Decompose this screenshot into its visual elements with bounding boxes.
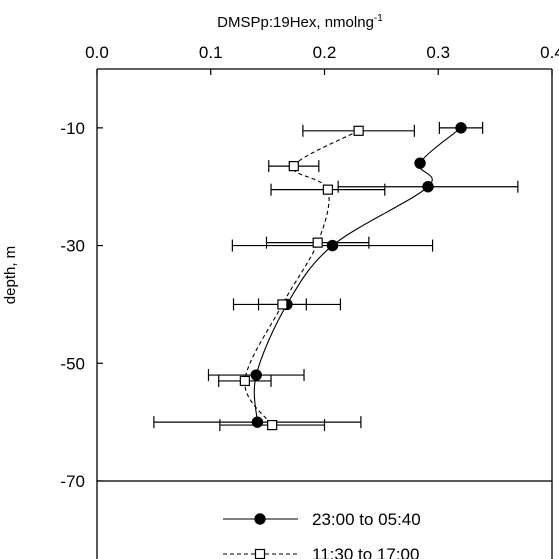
y-tick-label: -10 (60, 119, 85, 138)
x-tick-label: 0.3 (426, 43, 450, 62)
data-point (312, 237, 323, 248)
data-point (277, 299, 288, 310)
y-tick-label: -70 (60, 472, 85, 491)
legend: 23:00 to 05:40 11:30 to 17:00 (96, 480, 553, 559)
legend-marker (254, 548, 266, 559)
x-axis: 0.0 0.1 0.2 0.3 0.4 DMSPp:19Hex, nmolng-1 (85, 13, 559, 75)
data-point (326, 239, 339, 252)
data-point (239, 375, 250, 387)
data-point (288, 161, 299, 172)
legend-label: 11:30 to 17:00 (312, 545, 419, 559)
x-tick-label: 0.4 (540, 43, 559, 62)
x-tick-label: 0.0 (85, 43, 109, 62)
x-tick-label: 0.2 (313, 43, 337, 62)
data-point (322, 184, 334, 195)
y-tick-label: -30 (60, 237, 85, 256)
data-point (250, 369, 262, 381)
data-point (414, 157, 426, 169)
x-axis-title: DMSPp:19Hex, nmolng-1 (217, 13, 383, 31)
y-tick-label: -50 (60, 354, 85, 373)
x-axis-title-main: DMSPp:19Hex, nmolng (217, 14, 374, 31)
series-2 (218, 124, 415, 432)
series-group (153, 121, 519, 432)
x-tick-label: 0.1 (199, 43, 223, 62)
data-point (422, 181, 434, 193)
data-point (353, 125, 364, 136)
legend-marker (254, 513, 266, 525)
data-point (267, 419, 278, 431)
series-1 (153, 121, 519, 429)
legend-box (96, 480, 553, 559)
y-axis: -10 -30 -50 -70 depth, m (2, 119, 103, 491)
data-point (455, 122, 467, 134)
y-axis-title: depth, m (2, 246, 19, 304)
data-point (251, 416, 264, 428)
legend-label: 23:00 to 05:40 (312, 510, 421, 529)
x-axis-title-superscript: -1 (374, 13, 383, 24)
series-line (253, 127, 462, 423)
